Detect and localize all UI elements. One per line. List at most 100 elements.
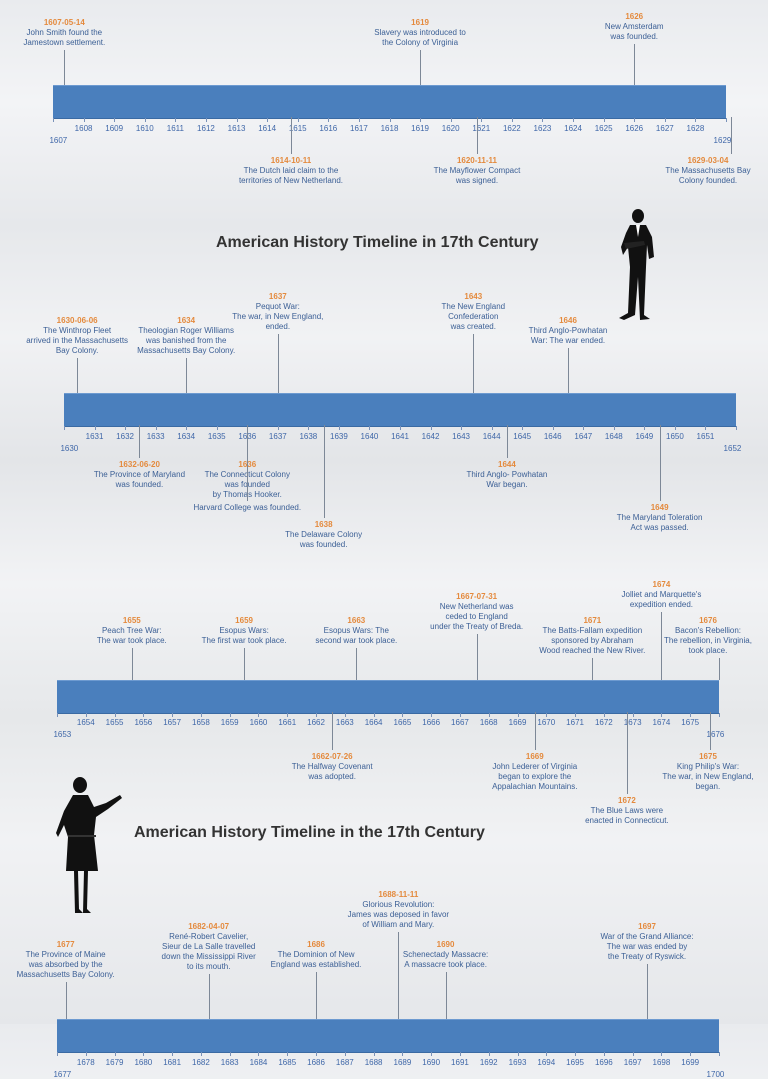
- event-date: 1619: [411, 18, 429, 27]
- year-tick: [175, 118, 177, 122]
- year-label: 1617: [350, 124, 368, 133]
- event-connector: [710, 712, 712, 750]
- timeline-event: 1620-11-11 The Mayflower Compact was sign…: [434, 156, 521, 186]
- event-connector: [476, 634, 478, 680]
- year-label: 1633: [146, 432, 165, 441]
- year-tick: [546, 1052, 548, 1056]
- event-description: Bacon's Rebellion: The rebellion, in Vir…: [664, 626, 752, 655]
- year-tick: [664, 118, 666, 122]
- year-label: 1700: [706, 1070, 725, 1079]
- timeline-event: 1632-06-20 The Province of Maryland was f…: [94, 460, 185, 490]
- year-tick: [186, 426, 188, 430]
- year-tick: [517, 713, 519, 717]
- year-tick: [316, 1052, 318, 1056]
- year-label: 1667: [451, 718, 469, 727]
- event-connector: [534, 712, 536, 750]
- year-label: 1678: [76, 1058, 95, 1067]
- year-tick: [613, 426, 615, 430]
- event-description: The Halfway Covenant was adopted.: [291, 762, 373, 781]
- year-tick: [64, 426, 65, 430]
- year-tick: [511, 118, 513, 122]
- year-tick: [644, 426, 646, 430]
- year-label: 1676: [706, 730, 725, 739]
- timeline-event: 1643 The New England Confederation was cr…: [442, 292, 506, 332]
- event-connector: [208, 974, 210, 1019]
- timeline-event: 1688-11-11 Glorious Revolution: James was…: [348, 890, 449, 930]
- year-tick: [344, 1052, 346, 1056]
- year-tick: [719, 713, 720, 717]
- year-tick: [216, 426, 218, 430]
- year-tick: [719, 1052, 720, 1056]
- year-tick: [344, 713, 346, 717]
- year-label: 1650: [666, 432, 684, 441]
- year-label: 1679: [105, 1058, 124, 1067]
- year-tick: [690, 713, 692, 717]
- year-label: 1648: [604, 432, 623, 441]
- year-tick: [143, 1052, 145, 1056]
- year-label: 1652: [723, 444, 742, 453]
- year-label: 1653: [53, 730, 72, 739]
- year-label: 1642: [421, 432, 440, 441]
- event-date: 1697: [638, 922, 656, 931]
- year-tick: [114, 713, 116, 717]
- year-label: 1672: [594, 718, 613, 727]
- year-tick: [338, 426, 340, 430]
- event-connector: [626, 712, 628, 794]
- year-tick: [661, 713, 663, 717]
- year-tick: [431, 713, 433, 717]
- year-tick: [690, 1052, 692, 1056]
- year-label: 1634: [177, 432, 196, 441]
- year-label: 1696: [594, 1058, 613, 1067]
- event-description: King Philip's War: The war, in New Engla…: [662, 762, 754, 791]
- year-label: 1668: [479, 718, 498, 727]
- year-tick: [632, 713, 634, 717]
- year-label: 1646: [543, 432, 562, 441]
- year-label: 1638: [299, 432, 318, 441]
- event-date: 1649: [650, 503, 669, 512]
- event-date: 1607-05-14: [43, 18, 85, 27]
- year-label: 1671: [566, 718, 584, 727]
- event-date: 1690: [436, 940, 455, 949]
- year-label: 1635: [207, 432, 226, 441]
- event-description: The Mayflower Compact was signed.: [433, 166, 521, 185]
- event-description: The Province of Maryland was founded.: [93, 470, 186, 489]
- year-tick: [297, 118, 299, 122]
- year-label: 1612: [197, 124, 215, 133]
- year-label: 1660: [249, 718, 268, 727]
- event-date: 1659: [235, 616, 253, 625]
- event-date: 1614-10-11: [270, 156, 312, 165]
- timeline-event: 1690 Schenectady Massacre: A massacre too…: [403, 940, 488, 970]
- year-label: 1685: [278, 1058, 297, 1067]
- year-label: 1644: [482, 432, 501, 441]
- year-tick: [287, 1052, 289, 1056]
- timeline-event: 1637 Pequot War: The war, in New England,…: [232, 292, 323, 332]
- year-tick: [402, 713, 404, 717]
- event-date: 1646: [559, 316, 577, 325]
- year-tick: [661, 1052, 663, 1056]
- year-label: 1686: [307, 1058, 325, 1067]
- year-label: 1664: [364, 718, 383, 727]
- event-date: 1629-03-04: [687, 156, 729, 165]
- event-connector: [244, 648, 246, 680]
- year-tick: [420, 118, 422, 122]
- event-connector: [661, 612, 663, 680]
- event-date: 1662-07-26: [311, 752, 353, 761]
- year-label: 1630: [60, 444, 79, 453]
- event-date: 1634: [177, 316, 196, 325]
- event-description: The Dominion of New England was establis…: [270, 950, 362, 969]
- year-tick: [229, 1052, 231, 1056]
- year-label: 1688: [364, 1058, 383, 1067]
- event-date: 1643: [464, 292, 483, 301]
- year-label: 1657: [163, 718, 182, 727]
- timeline-title: American History Timeline in 17th Centur…: [216, 234, 539, 251]
- year-label: 1675: [681, 718, 700, 727]
- timeline-event: 1686 The Dominion of New England was esta…: [271, 940, 362, 970]
- event-date: 1637: [268, 292, 287, 301]
- event-description: War of the Grand Alliance: The war was e…: [600, 932, 694, 961]
- timeline-event: 1672 The Blue Laws were enacted in Connec…: [585, 796, 669, 826]
- timeline-event: 1619 Slavery was introduced to the Colony…: [374, 18, 466, 48]
- event-connector: [719, 658, 720, 680]
- timeline-title: American History Timeline in the 17th Ce…: [134, 824, 485, 841]
- year-label: 1641: [391, 432, 409, 441]
- event-description: The Delaware Colony was founded.: [285, 530, 363, 549]
